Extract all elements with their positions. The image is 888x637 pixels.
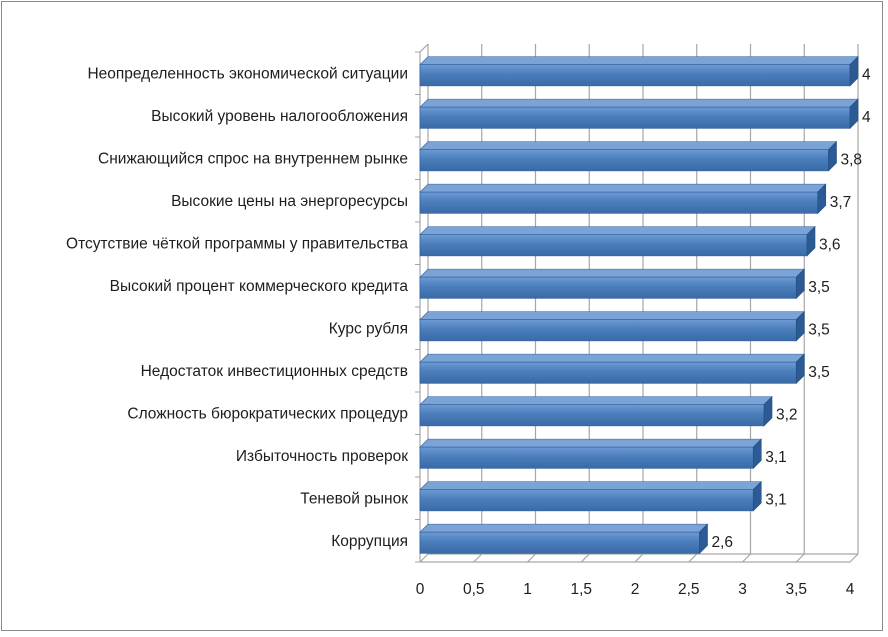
bar	[419, 225, 816, 257]
bar	[419, 523, 709, 555]
gridline	[634, 44, 644, 563]
axes	[415, 43, 858, 563]
category-label: Избыточность проверок	[236, 448, 408, 465]
bar	[419, 268, 805, 300]
category-label: Снижающийся спрос на внутреннем рынке	[98, 150, 408, 167]
x-tick-label: 2	[631, 581, 640, 598]
gridline	[580, 44, 590, 563]
data-label: 3,5	[808, 279, 830, 296]
gridline	[849, 44, 859, 563]
gridline	[688, 44, 698, 563]
bar	[419, 140, 838, 172]
data-label: 3,6	[819, 236, 841, 253]
data-label: 4	[862, 109, 871, 126]
gridline	[473, 44, 483, 563]
x-tick-label: 1	[523, 581, 532, 598]
category-label: Высокий уровень налогообложения	[151, 108, 408, 125]
x-tick-label: 3	[738, 581, 747, 598]
x-tick-labels: 0 0,5 1 1,5 2 2,5 3 3,5 4	[416, 581, 855, 598]
data-labels: 4 4 3,8 3,7 3,6 3,5 3,5 3,5 3,2 3,1 3,1 2,6	[712, 66, 872, 551]
data-label: 2,6	[712, 534, 734, 551]
data-label: 3,5	[808, 364, 830, 381]
bar	[419, 353, 805, 385]
data-label: 3,5	[808, 321, 830, 338]
bar	[419, 183, 827, 215]
gridline	[795, 44, 805, 563]
bar	[419, 395, 773, 427]
x-tick-label: 1,5	[570, 581, 592, 598]
category-label: Недостаток инвестиционных средств	[141, 363, 408, 380]
bars	[419, 55, 859, 555]
bar	[419, 310, 805, 342]
category-label: Высокие цены на энергоресурсы	[171, 193, 408, 210]
category-labels: Неопределенность экономической ситуации В…	[66, 65, 408, 550]
gridline	[419, 44, 429, 563]
x-tick-label: 0,5	[463, 581, 485, 598]
category-label: Высокий процент коммерческого кредита	[110, 278, 409, 295]
x-tick-label: 0	[416, 581, 425, 598]
category-label: Отсутствие чёткой программы у правительс…	[66, 235, 408, 252]
data-label: 3,1	[765, 491, 787, 508]
data-label: 3,1	[765, 449, 787, 466]
bar	[419, 55, 859, 87]
x-tick-label: 3,5	[785, 581, 807, 598]
bar	[419, 98, 859, 130]
gridlines	[419, 44, 859, 563]
x-tick-label: 4	[846, 581, 855, 598]
bar	[419, 480, 762, 512]
data-label: 3,8	[841, 151, 863, 168]
bar	[419, 438, 762, 470]
x-tick-label: 2,5	[678, 581, 700, 598]
gridline	[527, 44, 537, 563]
data-label: 3,2	[776, 406, 798, 423]
category-label: Сложность бюрократических процедур	[127, 405, 408, 422]
category-label: Коррупция	[331, 533, 408, 550]
category-label: Неопределенность экономической ситуации	[87, 65, 408, 82]
category-label: Теневой рынок	[300, 490, 408, 507]
category-label: Курс рубля	[329, 320, 408, 337]
gridline	[742, 44, 752, 563]
data-label: 4	[862, 66, 871, 83]
data-label: 3,7	[830, 194, 852, 211]
